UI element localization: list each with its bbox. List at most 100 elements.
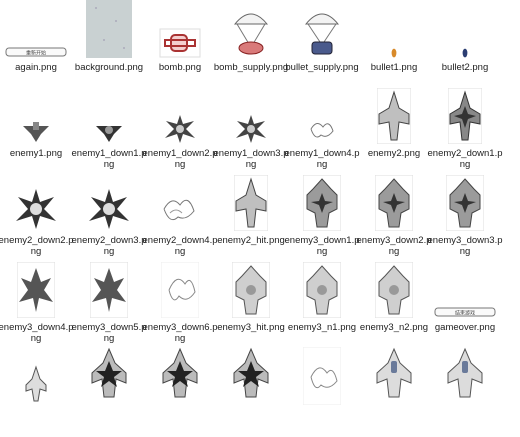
file-name-label: bullet1.png — [370, 62, 418, 73]
file-item[interactable]: enemy3_down4.png — [0, 260, 74, 350]
file-thumbnail-icon — [432, 173, 498, 231]
file-name-label: enemy3_down4.png — [0, 322, 74, 344]
file-item[interactable] — [73, 347, 145, 437]
file-name-label: enemy2_down1.png — [427, 148, 503, 170]
file-name-label: again.png — [15, 62, 57, 73]
file-thumbnail-icon — [361, 86, 427, 144]
file-name-label: enemy2_hit.png — [217, 235, 285, 246]
file-name-label: enemy2_down2.png — [0, 235, 74, 257]
file-name-label: enemy3_n1.png — [287, 322, 357, 333]
file-name-label: enemy2.png — [367, 148, 421, 159]
file-item[interactable]: enemy1_down1.png — [71, 86, 147, 176]
file-thumbnail-icon — [147, 173, 213, 231]
file-name-label: enemy1_down2.png — [142, 148, 218, 170]
file-thumbnail-icon — [76, 173, 142, 231]
file-item[interactable]: bomb_supply.png — [214, 0, 288, 90]
file-thumbnail-icon — [218, 347, 284, 405]
file-item[interactable]: enemy3_down1.png — [284, 173, 360, 263]
svg-text:重新开始: 重新开始 — [26, 50, 46, 57]
file-name-label: enemy1.png — [9, 148, 63, 159]
file-thumbnail-icon — [147, 86, 213, 144]
file-item[interactable]: enemy2_hit.png — [215, 173, 287, 263]
file-item[interactable]: enemy1_down3.png — [213, 86, 289, 176]
file-name-label: enemy3_down1.png — [284, 235, 360, 257]
file-thumbnail-icon — [361, 347, 427, 405]
file-name-label: enemy1_down3.png — [213, 148, 289, 170]
file-item[interactable] — [0, 347, 72, 437]
file-item[interactable]: bomb.png — [144, 0, 216, 90]
file-item[interactable]: enemy2_down4.png — [142, 173, 218, 263]
file-item[interactable]: bullet_supply.png — [285, 0, 359, 90]
file-name-label: gameover.png — [434, 322, 496, 333]
file-thumbnail-icon — [147, 347, 213, 405]
file-item[interactable]: enemy2.png — [358, 86, 430, 176]
file-name-label: bullet_supply.png — [285, 62, 359, 73]
file-item[interactable] — [358, 347, 430, 437]
file-thumbnail-icon — [3, 347, 69, 405]
file-thumbnail-icon — [432, 347, 498, 405]
file-item[interactable]: enemy3_n2.png — [358, 260, 430, 350]
file-item[interactable]: enemy1_down2.png — [142, 86, 218, 176]
file-item[interactable]: bullet2.png — [429, 0, 501, 90]
file-name-label: enemy2_down4.png — [142, 235, 218, 257]
file-item[interactable] — [144, 347, 216, 437]
file-thumbnail-icon — [289, 173, 355, 231]
file-item[interactable]: 结束游戏 gameover.png — [429, 260, 501, 350]
file-item[interactable] — [429, 347, 501, 437]
file-item[interactable]: bullet1.png — [358, 0, 430, 90]
file-thumbnail-icon — [432, 0, 498, 58]
file-name-label: background.png — [74, 62, 144, 73]
file-thumbnail-icon — [289, 86, 355, 144]
svg-text:结束游戏: 结束游戏 — [455, 310, 475, 317]
file-item[interactable]: enemy1.png — [0, 86, 72, 176]
file-item[interactable]: enemy3_down3.png — [427, 173, 503, 263]
file-thumbnail-icon — [361, 0, 427, 58]
file-item[interactable]: background.png — [73, 0, 145, 90]
file-thumbnail-icon — [289, 347, 355, 405]
file-item[interactable]: enemy3_hit.png — [215, 260, 287, 350]
file-thumbnail-icon — [76, 347, 142, 405]
file-name-label: enemy3_down6.png — [142, 322, 218, 344]
file-thumbnail-icon — [289, 0, 355, 58]
file-item[interactable]: enemy1_down4.png — [284, 86, 360, 176]
file-thumbnail-icon — [218, 173, 284, 231]
file-thumbnail-icon — [76, 86, 142, 144]
file-name-label: enemy1_down1.png — [71, 148, 147, 170]
file-item[interactable]: enemy3_down5.png — [71, 260, 147, 350]
file-item[interactable]: 重新开始 again.png — [0, 0, 72, 90]
file-thumbnail-icon — [76, 0, 142, 58]
file-item[interactable]: enemy2_down2.png — [0, 173, 74, 263]
file-thumbnail-icon — [432, 86, 498, 144]
file-thumbnail-icon — [218, 86, 284, 144]
file-item[interactable] — [286, 347, 358, 437]
file-item[interactable]: enemy3_down2.png — [356, 173, 432, 263]
file-thumbnail-icon — [218, 260, 284, 318]
file-name-label: bullet2.png — [441, 62, 489, 73]
file-name-label: enemy3_n2.png — [359, 322, 429, 333]
file-thumbnail-icon — [147, 0, 213, 58]
file-name-label: enemy1_down4.png — [284, 148, 360, 170]
file-name-label: enemy2_down3.png — [71, 235, 147, 257]
file-thumbnail-icon — [218, 0, 284, 58]
file-item[interactable]: enemy2_down3.png — [71, 173, 147, 263]
file-thumbnail-icon — [3, 86, 69, 144]
file-thumbnail-icon: 重新开始 — [3, 0, 69, 58]
file-name-label: enemy3_hit.png — [217, 322, 285, 333]
file-thumbnail-icon — [361, 173, 427, 231]
file-item[interactable] — [215, 347, 287, 437]
file-thumbnail-icon — [3, 260, 69, 318]
file-item[interactable]: enemy3_down6.png — [142, 260, 218, 350]
file-thumbnail-icon — [147, 260, 213, 318]
file-item[interactable]: enemy2_down1.png — [427, 86, 503, 176]
file-name-label: enemy3_down3.png — [427, 235, 503, 257]
file-thumbnail-icon — [289, 260, 355, 318]
file-thumbnail-icon — [76, 260, 142, 318]
file-name-label: enemy3_down5.png — [71, 322, 147, 344]
file-name-label: enemy3_down2.png — [356, 235, 432, 257]
file-thumbnail-icon — [361, 260, 427, 318]
file-item[interactable]: enemy3_n1.png — [286, 260, 358, 350]
file-thumbnail-icon: 结束游戏 — [432, 260, 498, 318]
file-name-label: bomb.png — [158, 62, 202, 73]
file-thumbnail-icon — [3, 173, 69, 231]
